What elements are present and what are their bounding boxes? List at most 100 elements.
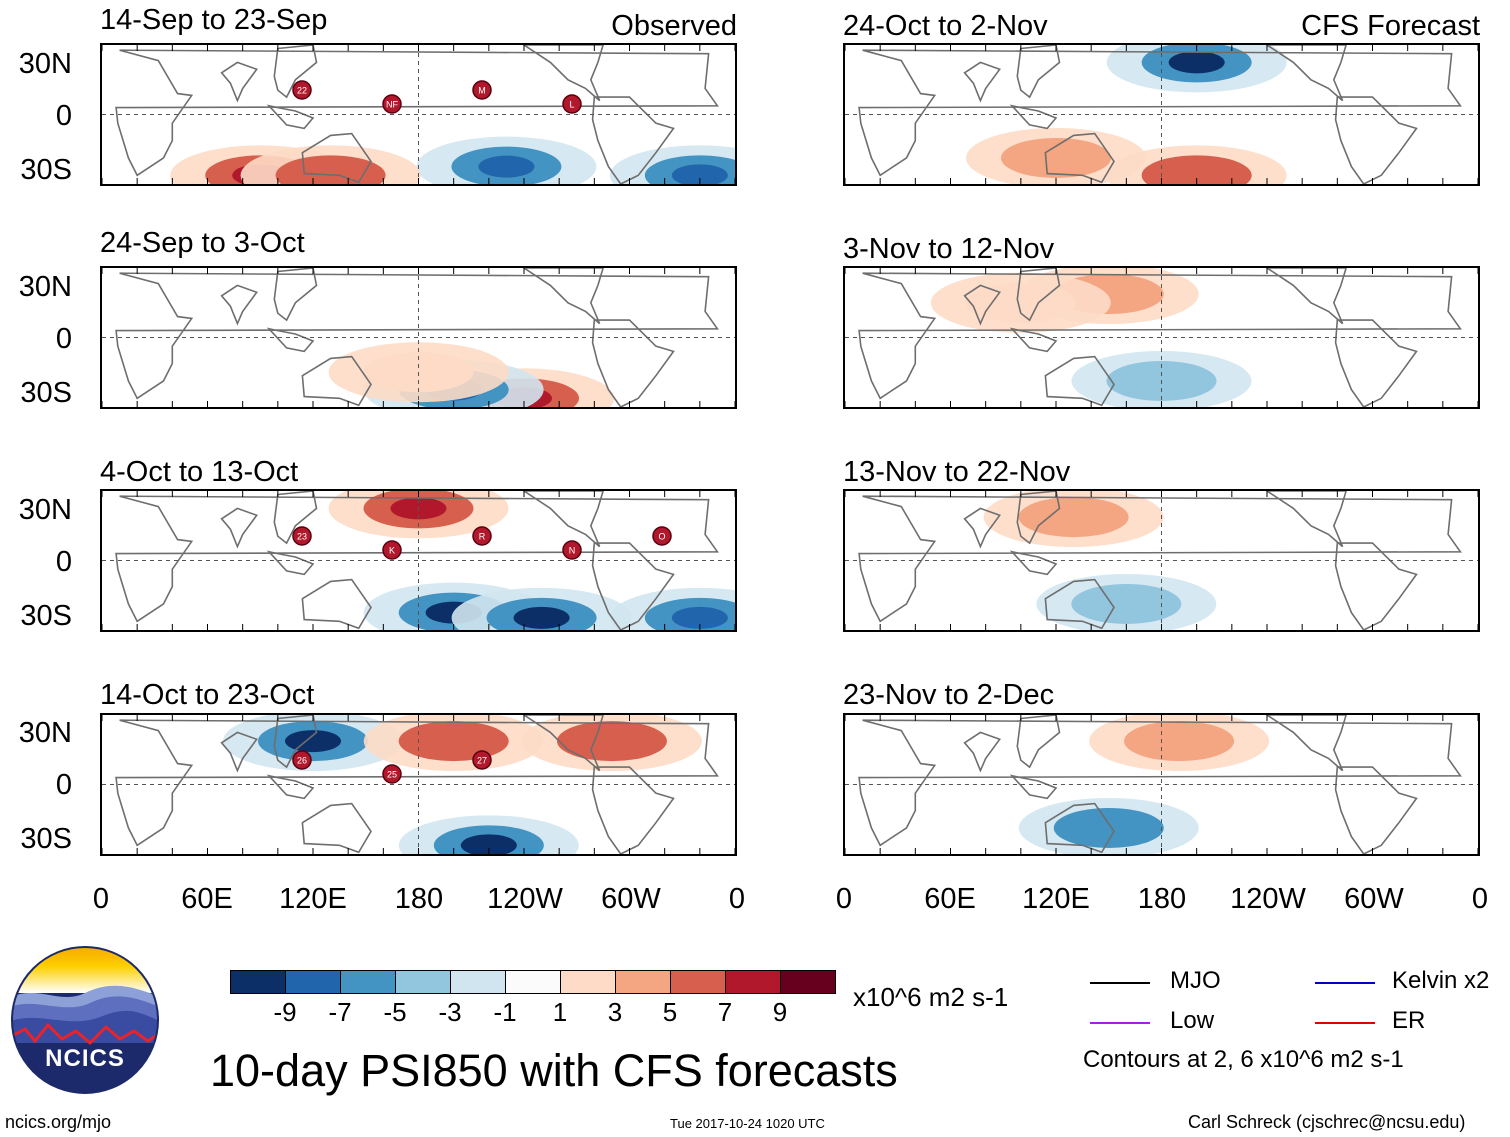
colorbar-label: 5 [662, 997, 678, 1027]
main-title: 10-day PSI850 with CFS forecasts [210, 1045, 898, 1096]
anomaly-core [1168, 51, 1225, 74]
lat-label-30n: 30N [18, 271, 72, 303]
coastline [1016, 715, 1061, 769]
colorbar-label: -9 [273, 997, 297, 1027]
lat-label-0: 0 [55, 546, 72, 578]
footer-timestamp: Tue 2017-10-24 1020 UTC [670, 1116, 825, 1131]
anomaly-core [513, 606, 570, 629]
coastline [273, 715, 318, 769]
coastline [301, 802, 372, 854]
coastline [266, 327, 315, 353]
legend-low-label: Low [1170, 1007, 1215, 1034]
lon-label: 60W [601, 883, 661, 915]
coastline [1044, 578, 1115, 630]
coastline [115, 495, 719, 623]
anomaly-core [478, 155, 535, 178]
coastline [1044, 132, 1115, 184]
storm-label: 25 [387, 770, 397, 780]
lat-label-0: 0 [55, 100, 72, 132]
coastline [1334, 319, 1418, 407]
storm-label: O [658, 532, 665, 542]
coastline [1016, 491, 1061, 545]
legend-er-label: ER [1392, 1007, 1426, 1034]
storm-marker [292, 750, 312, 770]
map-svg: 26 25 27 [102, 715, 735, 854]
storm-marker [382, 764, 402, 784]
lat-label-30s: 30S [20, 377, 72, 409]
legend-mjo-line [1090, 982, 1150, 984]
anomaly-core [1045, 506, 1102, 529]
colorbar-swatch [340, 970, 396, 994]
coastline [220, 61, 258, 103]
coastline [220, 284, 258, 326]
coastline [522, 715, 604, 772]
lon-label: 0 [1471, 883, 1489, 915]
footer-url[interactable]: ncics.org/mjo [5, 1112, 112, 1132]
coastline [273, 268, 318, 322]
coastline [858, 495, 1462, 623]
storm-marker [382, 540, 402, 560]
storm-label: L [569, 100, 574, 110]
coastline [115, 272, 719, 400]
footer-credit: Carl Schreck (cjschrec@ncsu.edu) [1188, 1112, 1466, 1132]
storm-marker [382, 94, 402, 114]
map-svg [845, 491, 1478, 630]
legend-low-line [1090, 1022, 1150, 1024]
lat-label-30n: 30N [18, 717, 72, 749]
coastline [1009, 550, 1058, 576]
colorbar-swatch [230, 970, 286, 994]
coastline [963, 284, 1001, 326]
storm-label: R [479, 532, 486, 542]
colorbar-label: 7 [717, 997, 733, 1027]
storm-marker [292, 80, 312, 100]
lon-label: 180 [1137, 883, 1187, 915]
coastline [1265, 491, 1347, 548]
colorbar-swatch [670, 970, 726, 994]
lon-label: 120E [279, 883, 347, 915]
coastline [963, 731, 1001, 773]
coastline [1334, 96, 1418, 184]
map-panel-3: 23 K R N O [100, 489, 737, 632]
map-panel-5 [843, 43, 1480, 186]
lon-label: 0 [728, 883, 746, 915]
lon-label: 120W [1230, 883, 1306, 915]
coastline [301, 355, 372, 407]
lon-label: 180 [394, 883, 444, 915]
ncics-logo: NCICS [10, 945, 160, 1095]
storm-label: 27 [477, 756, 487, 766]
colorbar-label: -1 [493, 997, 517, 1027]
storm-label: 22 [297, 86, 307, 96]
colorbar-label: -5 [383, 997, 407, 1027]
map-panel-6 [843, 266, 1480, 409]
anomaly-core [425, 730, 482, 753]
storm-label: 26 [297, 756, 307, 766]
legend-mjo-label: MJO [1170, 967, 1221, 994]
panel-title-7: 13-Nov to 22-Nov [843, 456, 1071, 488]
coastline [115, 49, 719, 177]
units-label: x10^6 m2 s-1 [853, 982, 1009, 1012]
lat-label-30s: 30S [20, 823, 72, 855]
contour-note: Contours at 2, 6 x10^6 m2 s-1 [1083, 1046, 1404, 1073]
colorbar-swatch [395, 970, 451, 994]
colorbar-swatch [285, 970, 341, 994]
map-svg: 22 NF M L [102, 45, 735, 184]
storm-label: N [569, 546, 576, 556]
storm-marker [562, 540, 582, 560]
anomaly-core [1080, 816, 1137, 839]
colorbar-label: 1 [552, 997, 568, 1027]
coastline [522, 491, 604, 548]
colorbar-swatch [450, 970, 506, 994]
legend-kelvin-line [1315, 982, 1375, 984]
coastline [858, 49, 1462, 177]
coastline [522, 45, 604, 102]
logo-graphic [11, 946, 159, 1094]
colorbar-label: -7 [328, 997, 352, 1027]
coastline [266, 550, 315, 576]
map-svg: 23 K R N O [102, 491, 735, 630]
storm-marker [472, 80, 492, 100]
coastline [858, 719, 1462, 847]
map-panel-2 [100, 266, 737, 409]
coastline [591, 766, 675, 854]
coastline [1334, 766, 1418, 854]
anomaly-core [1168, 164, 1225, 184]
